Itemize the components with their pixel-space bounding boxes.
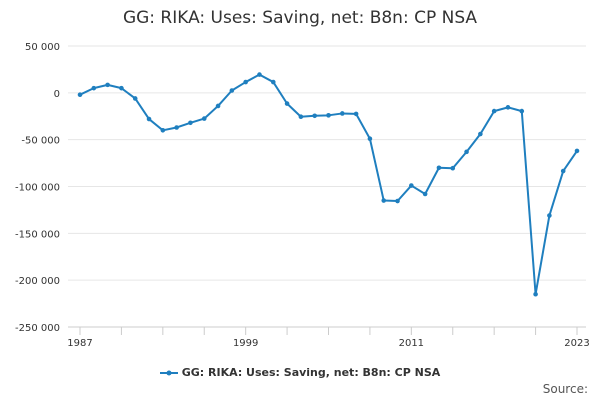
data-point — [326, 113, 331, 118]
data-point — [340, 111, 345, 116]
data-point — [105, 82, 110, 88]
data-point — [519, 108, 525, 114]
data-point — [284, 101, 290, 106]
data-point — [243, 79, 248, 85]
data-point — [491, 108, 497, 114]
x-tick-label: 2011 — [399, 338, 424, 349]
data-point — [367, 136, 373, 142]
y-tick-label: -200 000 — [15, 276, 60, 287]
legend-label: GG: RIKA: Uses: Saving, net: B8n: CP NSA — [181, 366, 441, 379]
data-point — [505, 105, 511, 110]
y-tick-label: -100 000 — [15, 183, 60, 194]
data-point — [132, 96, 138, 101]
series-line — [79, 73, 578, 296]
series-layer — [77, 72, 580, 297]
data-point — [91, 85, 97, 91]
data-point — [353, 111, 359, 117]
legend-line-marker-icon — [159, 370, 178, 376]
data-point — [312, 113, 317, 119]
data-point — [409, 183, 414, 188]
y-tick-label: 0 — [54, 89, 60, 100]
data-point — [560, 168, 566, 174]
data-point — [381, 198, 387, 203]
data-point — [257, 72, 262, 77]
data-point — [422, 191, 428, 197]
grid-lines — [68, 45, 586, 328]
x-tick-label: 2023 — [564, 338, 589, 349]
data-point — [395, 198, 400, 204]
data-point — [188, 120, 193, 126]
data-point — [174, 125, 179, 130]
data-point — [201, 116, 207, 121]
data-point — [119, 85, 124, 91]
y-tick-label: -250 000 — [15, 323, 60, 334]
x-axis: 1987 1999 2011 2023 — [67, 326, 590, 349]
data-point — [574, 148, 580, 154]
data-point — [478, 131, 483, 137]
data-point — [547, 213, 552, 218]
data-point — [160, 128, 166, 133]
data-point — [229, 88, 235, 93]
y-axis: 50 000 0 -50 000 -100 000 -150 000 -200 000 -2… — [15, 42, 60, 334]
x-tick-label: 1999 — [233, 338, 258, 349]
x-tick-label: 1987 — [67, 338, 92, 349]
data-point — [270, 79, 276, 85]
data-point — [464, 149, 469, 155]
y-tick-label: 50 000 — [25, 42, 60, 53]
data-point — [215, 103, 221, 109]
data-point — [146, 116, 152, 122]
y-tick-label: -150 000 — [15, 229, 60, 240]
data-point — [436, 165, 442, 171]
data-point — [77, 92, 83, 98]
y-tick-label: -50 000 — [21, 136, 60, 147]
legend[interactable]: GG: RIKA: Uses: Saving, net: B8n: CP NSA — [0, 366, 600, 379]
data-point — [450, 165, 456, 171]
source-credit: Source: — [542, 382, 588, 396]
data-point — [533, 291, 538, 297]
data-point — [298, 114, 304, 120]
chart-title: GG: RIKA: Uses: Saving, net: B8n: CP NSA — [122, 8, 478, 28]
